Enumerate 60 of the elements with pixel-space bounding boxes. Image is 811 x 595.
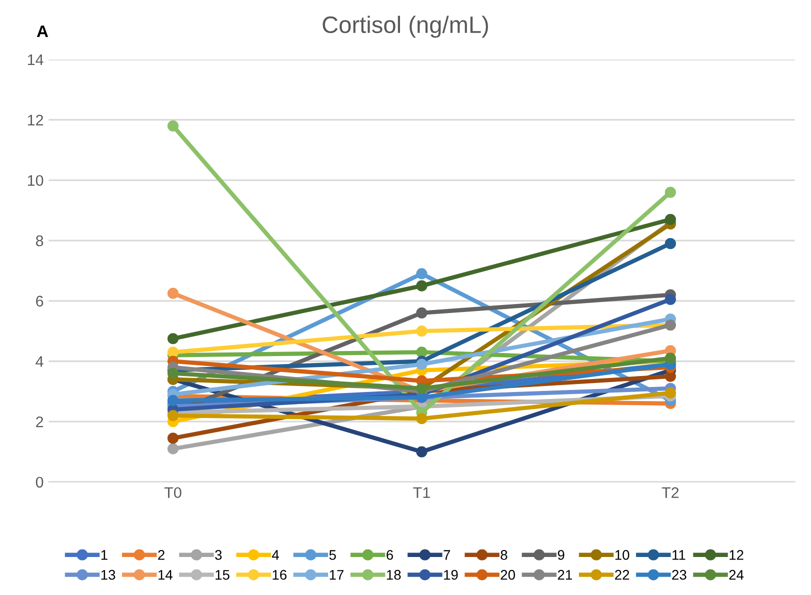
legend-label: 10	[615, 550, 630, 560]
legend-label: 14	[158, 570, 172, 580]
legend-label: 11	[672, 550, 686, 560]
y-tick-label: 12	[28, 114, 44, 126]
legend-label: 8	[500, 550, 508, 560]
legend-label: 20	[500, 570, 516, 580]
legend-label: 6	[386, 550, 393, 560]
legend-label: 15	[216, 570, 230, 580]
legend-label: 22	[615, 570, 630, 580]
point	[664, 238, 676, 250]
point	[416, 307, 428, 319]
legend-label: 13	[101, 570, 116, 580]
legend-label: 21	[558, 570, 572, 580]
chart-title: Cortisol (ng/mL)	[322, 16, 488, 38]
legend-label: 18	[386, 570, 401, 580]
y-tick-label: 6	[36, 296, 44, 307]
point	[416, 358, 428, 370]
legend-label: 9	[558, 550, 564, 560]
point	[664, 352, 676, 364]
point	[416, 446, 428, 458]
legend-label: 7	[444, 550, 450, 560]
legend-label: 2	[158, 550, 164, 560]
point	[664, 294, 676, 305]
legend-label: 12	[730, 550, 744, 560]
y-tick-label: 2	[36, 416, 44, 428]
legend-label: 16	[272, 570, 286, 580]
point	[664, 387, 676, 398]
legend-label: 17	[330, 570, 344, 580]
legend-label: 24	[729, 570, 744, 580]
point	[416, 346, 428, 358]
legend-label: 23	[672, 570, 686, 580]
x-tick-label: T2	[662, 487, 679, 498]
text: A	[36, 26, 48, 38]
point	[167, 432, 179, 444]
point	[167, 443, 179, 454]
legend-label: 1	[101, 550, 108, 560]
point	[664, 214, 676, 225]
point	[167, 288, 179, 299]
y-tick-label: 0	[36, 476, 44, 488]
y-tick-label: 14	[28, 54, 44, 66]
point	[664, 186, 676, 198]
point	[416, 326, 428, 337]
legend-label: 4	[272, 550, 279, 560]
y-tick-label: 8	[36, 235, 44, 246]
x-tick-label: T1	[413, 487, 430, 498]
legend-label: 19	[444, 570, 458, 580]
point	[167, 120, 179, 132]
point	[167, 346, 179, 358]
point	[167, 333, 179, 344]
x-tick-label: T0	[164, 487, 182, 498]
point	[416, 413, 428, 424]
point	[416, 268, 428, 280]
legend-label: 5	[329, 550, 336, 560]
point	[167, 410, 179, 422]
legend-label: 3	[215, 550, 222, 560]
y-tick-label: 4	[36, 356, 44, 367]
point	[416, 280, 428, 292]
y-tick-label: 10	[28, 175, 44, 186]
point	[167, 368, 179, 379]
point	[664, 370, 676, 382]
